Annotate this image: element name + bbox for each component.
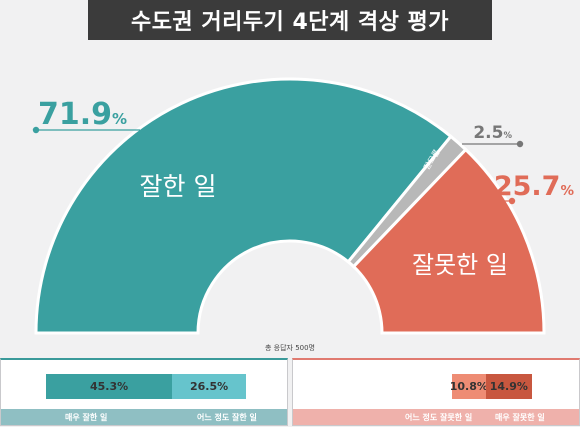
gauge-slice-0 [34, 77, 453, 335]
gauge-slice-2 [351, 147, 546, 335]
callout-dot-1 [516, 140, 524, 148]
legend-somewhat-good: 어느 정도 잘한 일 [197, 412, 257, 422]
callout-dot-0 [32, 126, 40, 134]
good-breakdown-panel: 45.3% 26.5% 매우 잘한 일 어느 정도 잘한 일 [0, 358, 288, 426]
bar-very-good: 45.3% [46, 374, 173, 399]
legend-somewhat-bad: 어느 정도 잘못한 일 [405, 412, 473, 422]
slice-label-0: 잘한 일 [140, 172, 217, 201]
chart-title: 수도권 거리두기 4단계 격상 평가 [88, 0, 492, 40]
bar-somewhat-bad: 10.8% [450, 374, 488, 399]
callout-dot-2 [508, 197, 516, 205]
bar-very-bad: 14.9% [485, 374, 532, 399]
percent-label-2: 25.7% [494, 171, 575, 202]
legend-very-good: 매우 잘한 일 [65, 412, 108, 422]
respondent-count-note: 총 응답자 500명 [264, 344, 315, 352]
percent-label-0: 71.9% [38, 97, 127, 132]
good-breakdown-legend: 매우 잘한 일 어느 정도 잘한 일 [1, 409, 287, 425]
bad-breakdown-legend: 어느 정도 잘못한 일 매우 잘못한 일 [293, 409, 579, 425]
bad-breakdown-panel: 10.8% 14.9% 어느 정도 잘못한 일 매우 잘못한 일 [292, 358, 580, 426]
legend-very-bad: 매우 잘못한 일 [495, 412, 545, 422]
bar-somewhat-good: 26.5% [172, 374, 246, 399]
percent-label-1: 2.5% [473, 123, 512, 143]
slice-label-2: 잘못한 일 [412, 251, 508, 279]
